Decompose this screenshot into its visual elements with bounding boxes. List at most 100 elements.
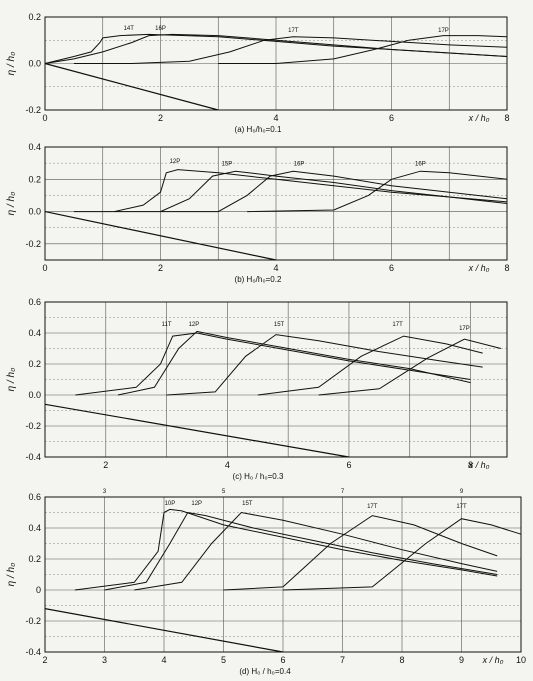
- series-label: 12P: [170, 159, 181, 165]
- series-label: 17T: [367, 504, 378, 510]
- y-tick-label: 0.0: [28, 207, 41, 217]
- series-line-1: [74, 508, 498, 591]
- series-label: 16P: [155, 26, 166, 32]
- series-line-4: [247, 170, 508, 213]
- y-tick-label: 0.0: [28, 390, 41, 400]
- series-label: 17P: [459, 326, 470, 332]
- x-tick-label: 8: [504, 113, 509, 123]
- plot-frame: [44, 301, 508, 458]
- series-label: 15T: [242, 501, 253, 507]
- series-line-5: [44, 62, 219, 111]
- y-tick-label: 0.4: [28, 328, 41, 338]
- series-line-4: [223, 515, 498, 591]
- y-tick-label: 0.2: [28, 174, 41, 184]
- x-tick-label: 8: [468, 460, 473, 470]
- y-tick-label: -0.2: [25, 105, 41, 115]
- x-tick-label: 0: [42, 263, 47, 273]
- y-axis-label: η / h₀: [6, 368, 17, 392]
- x-tick-label: 2: [103, 460, 108, 470]
- y-tick-label: 0: [36, 585, 41, 595]
- series-line-2: [117, 330, 471, 396]
- series-line-5: [282, 518, 522, 591]
- y-tick-label: 0.4: [28, 142, 41, 152]
- series-label: 10P: [165, 501, 176, 507]
- series-label: 17T: [392, 322, 403, 328]
- x-top-tick-label: 7: [341, 489, 345, 495]
- y-tick-label: 0.4: [28, 523, 41, 533]
- x-tick-label: 2: [42, 655, 47, 665]
- y-tick-label: 0.0: [28, 59, 41, 69]
- x-top-tick-label: 9: [460, 489, 464, 495]
- x-tick-label: 7: [340, 655, 345, 665]
- series-label: 12P: [191, 501, 202, 507]
- x-tick-label: 0: [42, 113, 47, 123]
- y-tick-label: -0.2: [25, 239, 41, 249]
- series-line-3: [73, 36, 508, 64]
- x-tick-label: 9: [459, 655, 464, 665]
- series-line-6: [44, 608, 284, 653]
- series-label: 14T: [124, 26, 135, 32]
- series-line-2: [44, 33, 508, 64]
- series-line-5: [318, 338, 502, 396]
- y-tick-label: 0.6: [28, 297, 41, 307]
- panel-caption: (d) H₀ / h₀=0.4: [239, 667, 291, 676]
- series-label: 17P: [438, 28, 449, 34]
- series-line-4: [257, 335, 483, 396]
- panel-2: 0 2 4 6 8 -0.2 0.0 0.2 0.4 η / h₀ x / h₀ (b) H₀/h₀=…: [6, 142, 510, 284]
- x-tick-label: 3: [102, 655, 107, 665]
- x-tick-label: 6: [346, 460, 351, 470]
- series-line-2: [114, 170, 508, 213]
- y-tick-label: 0.2: [28, 554, 41, 564]
- series-line-4: [218, 35, 508, 64]
- x-axis-label: x / h₀: [468, 113, 490, 123]
- x-tick-label: 4: [273, 263, 278, 273]
- x-tick-label: 4: [273, 113, 278, 123]
- x-tick-label: 10: [516, 655, 526, 665]
- x-tick-label: 8: [399, 655, 404, 665]
- series-line-3: [160, 170, 508, 213]
- series-label: 16P: [415, 162, 426, 168]
- panel-caption: (b) H₀/h₀=0.2: [235, 275, 282, 284]
- x-axis-label: x / h₀: [468, 263, 490, 273]
- y-axis-label: η / h₀: [6, 563, 17, 587]
- y-tick-label: 0.2: [28, 12, 41, 22]
- series-line-6: [44, 403, 350, 458]
- series-line-2: [104, 511, 498, 591]
- series-label: 15P: [222, 162, 233, 168]
- x-tick-label: 5: [221, 655, 226, 665]
- x-tick-label: 4: [225, 460, 230, 470]
- x-tick-label: 6: [389, 113, 394, 123]
- series-line-5: [44, 211, 277, 261]
- panel-4: 2 3 4 5 6 7 8 9 10 3 5 7 9 -0.4 -0.2 0 0.2 0.4 0.6 η / h₀ x …: [6, 489, 526, 676]
- x-tick-label: 6: [280, 655, 285, 665]
- y-tick-label: -0.2: [25, 616, 41, 626]
- y-axis-label: η / h₀: [6, 52, 17, 76]
- x-top-tick-label: 5: [222, 489, 226, 495]
- series-line-3: [134, 511, 498, 591]
- x-top-tick-label: 3: [103, 489, 107, 495]
- series-label: 12P: [189, 322, 200, 328]
- y-tick-label: -0.2: [25, 421, 41, 431]
- panel-3: 2 4 6 8 -0.4 -0.2 0.0 0.2 0.4 0.6 η / h₀ x / h₀ (c) …: [6, 297, 508, 481]
- y-tick-label: -0.4: [25, 452, 41, 462]
- panel-caption: (a) H₀/h₀=0.1: [235, 125, 282, 134]
- panel-1: 0 2 4 6 8 -0.2 0.0 0.2 η / h₀ x / h₀ (a) H₀/h₀=0.1…: [6, 12, 510, 134]
- series-line-3: [166, 334, 483, 396]
- series-label: 17T: [456, 504, 467, 510]
- series-line-1: [73, 169, 508, 213]
- y-axis-label: η / h₀: [6, 192, 17, 216]
- x-axis-label: x / h₀: [482, 655, 504, 665]
- series-line-1: [75, 332, 471, 396]
- series-label: 15T: [274, 322, 285, 328]
- x-tick-label: 8: [504, 263, 509, 273]
- panel-caption: (c) H₀ / h₀=0.3: [233, 472, 284, 481]
- x-axis-label: x / h₀: [468, 460, 490, 470]
- y-tick-label: 0.2: [28, 359, 41, 369]
- series-label: 11T: [162, 322, 172, 328]
- x-tick-label: 4: [161, 655, 166, 665]
- x-tick-label: 2: [158, 113, 163, 123]
- series-label: 16P: [294, 162, 305, 168]
- y-tick-label: 0.6: [28, 492, 41, 502]
- x-tick-label: 2: [158, 263, 163, 273]
